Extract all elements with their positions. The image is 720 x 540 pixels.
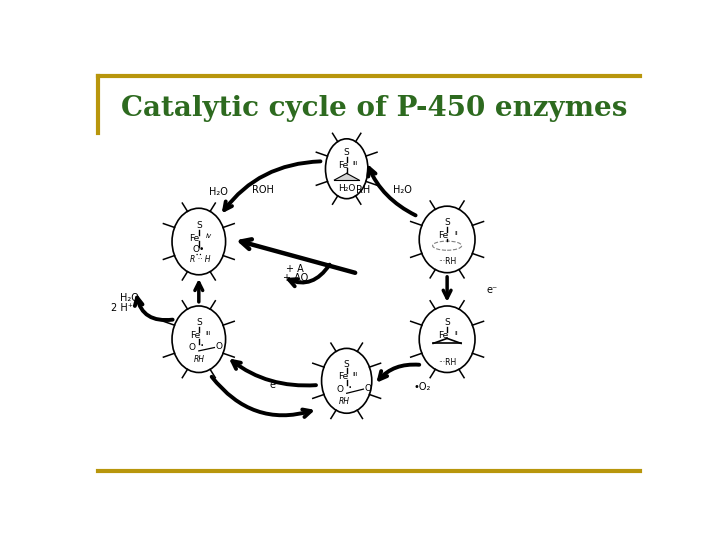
Text: Fe: Fe — [438, 330, 449, 340]
Text: S: S — [444, 318, 450, 327]
Text: Fe: Fe — [189, 234, 199, 242]
Text: III: III — [205, 331, 210, 336]
Text: O: O — [336, 386, 343, 394]
Text: H₂O: H₂O — [120, 293, 138, 302]
Text: S: S — [196, 318, 202, 327]
Text: H₂O: H₂O — [338, 184, 356, 193]
Text: e⁻: e⁻ — [486, 285, 498, 295]
Text: Fe: Fe — [190, 330, 200, 340]
Text: Catalytic cycle of P-450 enzymes: Catalytic cycle of P-450 enzymes — [121, 95, 627, 122]
Text: Fe: Fe — [438, 231, 449, 240]
Text: O: O — [215, 342, 222, 351]
Text: S: S — [444, 218, 450, 227]
Text: S: S — [344, 360, 349, 369]
Text: O: O — [364, 384, 372, 393]
Text: S: S — [196, 221, 202, 230]
Text: e⁻: e⁻ — [270, 380, 281, 390]
Text: ·: · — [348, 381, 352, 395]
Text: III: III — [353, 161, 359, 166]
Text: II: II — [454, 331, 458, 336]
Text: 2 H⁺: 2 H⁺ — [111, 303, 132, 313]
Text: •O₂: •O₂ — [413, 382, 431, 392]
Text: Fe: Fe — [338, 160, 348, 170]
Text: III: III — [353, 373, 359, 377]
Text: + AO: + AO — [283, 273, 308, 282]
Text: RH: RH — [356, 185, 371, 194]
Text: O: O — [189, 343, 196, 352]
Text: O•: O• — [193, 245, 205, 254]
Text: RH: RH — [338, 397, 349, 406]
Text: ROH: ROH — [252, 185, 274, 194]
Text: II: II — [454, 231, 458, 236]
Text: + A: + A — [287, 264, 305, 274]
Text: RH: RH — [193, 355, 204, 363]
Text: R ·· H: R ·· H — [189, 255, 210, 264]
Text: S: S — [344, 148, 349, 158]
Text: iv: iv — [206, 233, 212, 239]
Polygon shape — [334, 173, 359, 180]
Text: Fe: Fe — [338, 372, 348, 381]
Text: ···RH: ···RH — [438, 256, 456, 266]
Text: ·: · — [200, 339, 204, 353]
Text: H₂O: H₂O — [393, 185, 412, 194]
Text: ···RH: ···RH — [438, 357, 456, 367]
Text: H₂O: H₂O — [209, 187, 228, 197]
